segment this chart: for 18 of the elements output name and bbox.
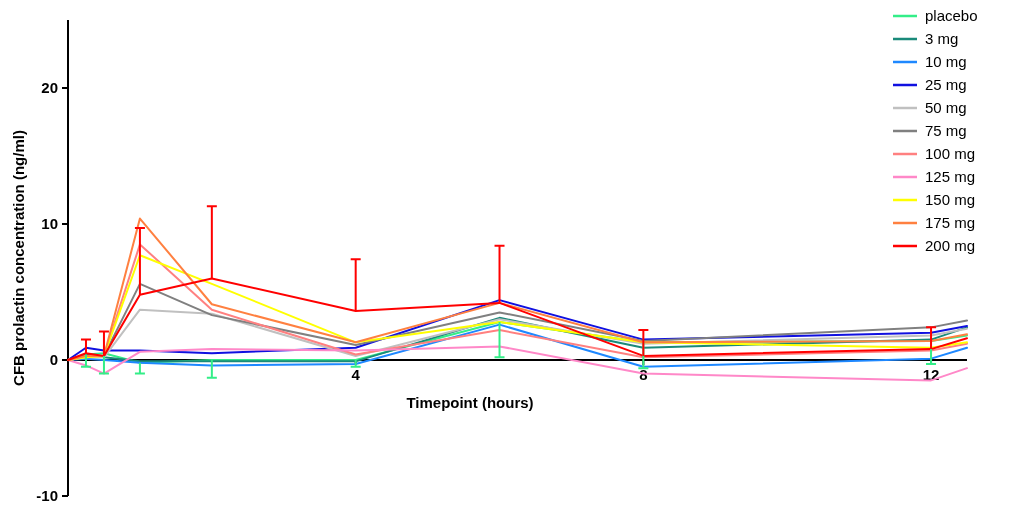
y-tick-label: 0 [49, 351, 58, 369]
legend-label: 200 mg [925, 237, 976, 255]
y-axis-title: CFB prolactin concentration (ng/ml) [10, 130, 27, 386]
legend-label: 25 mg [925, 76, 967, 94]
legend-label: placebo [925, 7, 978, 25]
x-axis-title: Timepoint (hours) [406, 394, 534, 411]
legend-label: 125 mg [925, 168, 976, 186]
x-tick-label: 4 [351, 366, 361, 383]
legend-label: 10 mg [925, 53, 967, 71]
y-tick-label: -10 [36, 487, 58, 505]
y-tick-label: 10 [41, 215, 58, 233]
legend-label: 150 mg [925, 191, 976, 209]
y-tick-label: 20 [41, 79, 58, 97]
legend-label: 50 mg [925, 99, 967, 117]
legend-label: 3 mg [925, 30, 959, 48]
legend-label: 175 mg [925, 214, 976, 232]
legend-label: 100 mg [925, 145, 976, 163]
legend-label: 75 mg [925, 122, 967, 140]
